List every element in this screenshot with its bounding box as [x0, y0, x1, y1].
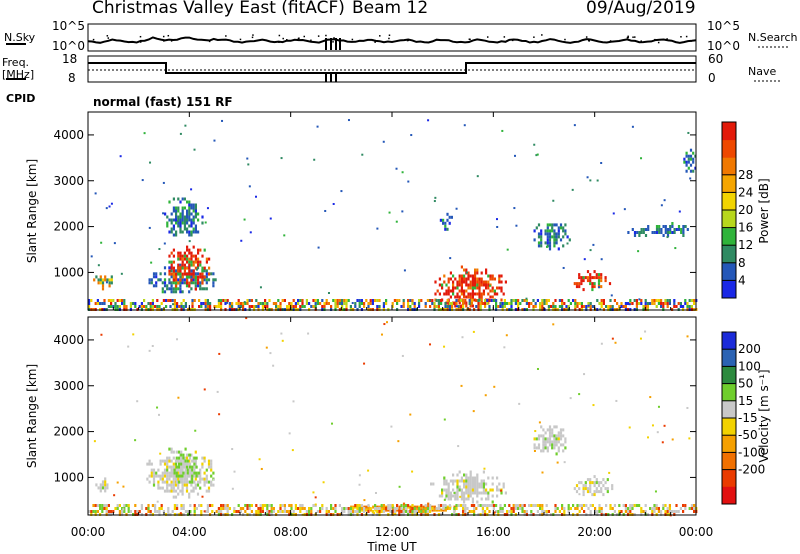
colorbar-segment: [722, 245, 736, 264]
x-axis: 00:00 04:00 08:00 12:00 16:00 20:00 00:00: [71, 112, 714, 539]
colorbar-tick-label: 16: [738, 221, 753, 235]
colorbar-segment: [722, 435, 736, 453]
velocity-colorbar-label: Velocity [m s⁻¹]: [757, 369, 771, 462]
colorbar-tick-label: 4: [738, 273, 746, 287]
beam-label: Beam 12: [352, 0, 429, 18]
cpid-label: CPID: [6, 92, 36, 105]
noise-gap-mark: [339, 38, 341, 50]
colorbar-tick-label: 8: [738, 256, 746, 270]
colorbar-segment: [722, 174, 736, 193]
colorbar-segment: [722, 486, 736, 505]
colorbar-tick-label: 20: [738, 203, 753, 217]
colorbar-tick-label: -15: [738, 411, 758, 425]
y-tick-label: 2000: [53, 220, 84, 234]
date-label: 09/Aug/2019: [586, 0, 696, 18]
colorbar-segment: [722, 418, 736, 436]
noise-right-top-tick: 10^5: [707, 19, 740, 33]
colorbar-tick-label: 100: [738, 359, 761, 373]
velocity-y-ticks: 1000 2000 3000 4000: [53, 333, 696, 484]
freq-gap-mark: [325, 73, 327, 82]
colorbar-tick-label: 24: [738, 185, 753, 199]
velocity-y-label: Slant Range [km]: [25, 364, 39, 468]
colorbar-segment: [722, 383, 736, 402]
mode-label: normal (fast) 151 RF: [93, 95, 233, 109]
power-colorbar-label: Power [dB]: [757, 178, 771, 243]
colorbar-segment: [722, 227, 736, 246]
velocity-colorbar: 200 100 50 15 -15 -50 -100 -200: [721, 331, 765, 505]
colorbar-segment: [722, 139, 736, 158]
colorbar-segment: [722, 349, 736, 367]
colorbar-segment: [722, 210, 736, 229]
freq-bottom-tick: 8: [68, 71, 76, 85]
colorbar-tick-label: 28: [738, 168, 753, 182]
x-tick-label: 00:00: [679, 525, 714, 539]
nave-top-tick: 60: [708, 52, 723, 66]
colorbar-segment: [722, 400, 736, 419]
colorbar-segment: [722, 192, 736, 211]
velocity-panel: 1000 2000 3000 4000 Slant Range [km]: [25, 316, 698, 517]
nave-label: Nave: [748, 65, 777, 78]
noise-panel: 10^5 10^0 10^5 10^0: [6, 19, 788, 53]
y-tick-label: 3000: [53, 174, 84, 188]
noise-sky-line: [87, 36, 697, 44]
freq-gap-mark: [330, 73, 332, 82]
y-tick-label: 1000: [53, 470, 84, 484]
freq-gap-mark: [335, 73, 337, 82]
colorbar-tick-label: -200: [738, 463, 765, 477]
colorbar-segment: [722, 332, 736, 350]
colorbar-tick-label: 12: [738, 238, 753, 252]
power-y-ticks: 1000 2000 3000 4000: [53, 128, 696, 279]
colorbar-tick-label: -50: [738, 428, 758, 442]
noise-search-label: N.Search: [748, 31, 798, 44]
x-tick-label: 12:00: [375, 525, 410, 539]
x-tick-label: 08:00: [273, 525, 308, 539]
colorbar-segment: [722, 469, 736, 488]
freq-unit-label: [MHz]: [2, 68, 35, 81]
freq-top-tick: 18: [62, 52, 77, 66]
y-tick-label: 3000: [53, 379, 84, 393]
noise-gap-mark: [335, 38, 337, 50]
power-panel: 1000 2000 3000 4000 Slant Range [km]: [25, 111, 698, 311]
x-tick-label: 16:00: [476, 525, 511, 539]
x-tick-label: 20:00: [577, 525, 612, 539]
noise-left-bottom-tick: 10^0: [52, 39, 85, 53]
x-tick-label: 04:00: [172, 525, 207, 539]
y-tick-label: 2000: [53, 425, 84, 439]
chart-title: Christmas Valley East (fitACF): [92, 0, 345, 18]
colorbar-tick-label: 200: [738, 342, 761, 356]
colorbar-segment: [722, 122, 736, 141]
x-tick-label: 00:00: [71, 525, 106, 539]
noise-left-top-tick: 10^5: [52, 19, 85, 33]
colorbar-segment: [722, 452, 736, 471]
noise-gap-mark: [330, 38, 332, 50]
noise-search-dots: [92, 34, 692, 44]
colorbar-segment: [722, 262, 736, 281]
colorbar-tick-label: 15: [738, 394, 753, 408]
y-tick-label: 4000: [53, 333, 84, 347]
colorbar-segment: [722, 157, 736, 176]
x-axis-label: Time UT: [366, 540, 417, 554]
power-colorbar: 4 8 12 16 20 24 28: [721, 121, 753, 299]
velocity-cells: [88, 317, 698, 517]
nave-bottom-tick: 0: [708, 71, 716, 85]
y-tick-label: 4000: [53, 128, 84, 142]
noise-sky-label: N.Sky: [4, 31, 36, 44]
freq-label: Freq.: [2, 56, 30, 69]
noise-right-bottom-tick: 10^0: [707, 39, 740, 53]
power-y-label: Slant Range [km]: [25, 159, 39, 263]
y-tick-label: 1000: [53, 265, 84, 279]
colorbar-segment: [722, 366, 736, 385]
colorbar-tick-label: -100: [738, 445, 765, 459]
freq-panel: 18 8 60 0: [6, 52, 780, 85]
colorbar-tick-label: 50: [738, 377, 753, 391]
noise-gap-mark: [325, 38, 327, 50]
colorbar-segment: [722, 280, 736, 299]
power-cells: [88, 119, 698, 311]
freq-line: [88, 62, 696, 74]
